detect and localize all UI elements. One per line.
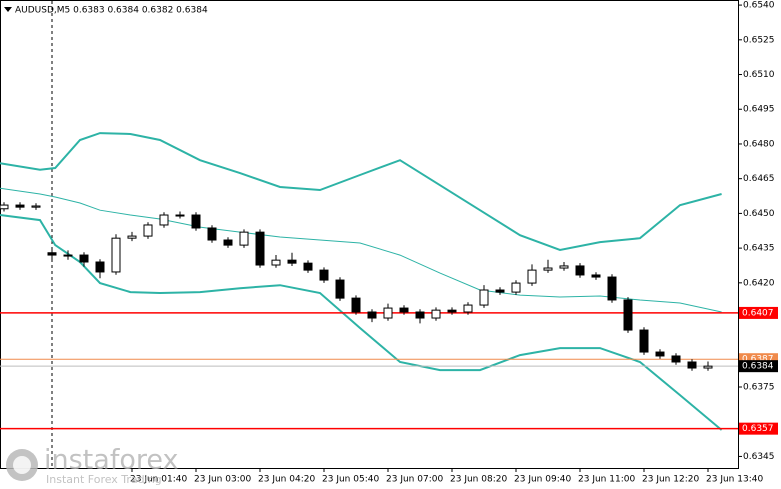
candle-body <box>15 204 25 208</box>
candle-body <box>47 252 57 256</box>
candle-body <box>511 282 521 293</box>
x-tick-label: 23 Jun 04:20 <box>258 475 315 485</box>
y-tick-label: 0.6450 <box>743 209 775 219</box>
candle-body <box>703 365 713 369</box>
x-tick-label: 23 Jun 01:40 <box>130 475 187 485</box>
y-tick-label: 0.6480 <box>743 139 775 149</box>
candle-body <box>351 297 361 313</box>
candle-body <box>175 214 185 217</box>
candle-body <box>559 265 569 269</box>
candle-body <box>271 259 281 266</box>
candle-body <box>543 267 553 271</box>
candle-body <box>303 262 313 271</box>
watermark-logo-inner <box>13 456 31 474</box>
candle-body <box>127 235 137 239</box>
x-tick-label: 23 Jun 09:40 <box>514 475 571 485</box>
x-tick-label: 23 Jun 05:40 <box>322 475 379 485</box>
candle-body <box>191 214 201 229</box>
candle-body <box>399 307 409 313</box>
x-tick-label: 23 Jun 13:40 <box>706 475 763 485</box>
x-tick-label: 23 Jun 08:20 <box>450 475 507 485</box>
price-level-label: 0.6407 <box>742 308 774 318</box>
candle-body <box>159 214 169 226</box>
watermark: instaforex Instant Forex Trading <box>6 445 178 486</box>
candle-body <box>655 351 665 357</box>
candle-body <box>143 224 153 237</box>
candle-body <box>255 231 265 266</box>
plot-frame <box>0 0 739 469</box>
candle-body <box>687 361 697 369</box>
candle-body <box>431 309 441 319</box>
price-level-label: 0.6384 <box>742 362 774 372</box>
y-tick-label: 0.6525 <box>743 35 775 45</box>
x-tick-label: 23 Jun 03:00 <box>194 475 251 485</box>
candle-body <box>287 259 297 264</box>
candle-body <box>383 307 393 319</box>
candle-body <box>95 261 105 273</box>
y-tick-label: 0.6435 <box>743 244 775 254</box>
candle-body <box>335 279 345 299</box>
price-level-tag <box>739 422 778 435</box>
candle-body <box>639 329 649 353</box>
candle-body <box>79 254 89 263</box>
candle-body <box>31 205 41 208</box>
candle-body <box>367 311 377 319</box>
candle-body <box>111 237 121 273</box>
candle-body <box>63 254 73 257</box>
candle-body <box>591 274 601 278</box>
y-tick-label: 0.6495 <box>743 105 775 115</box>
candle-body <box>575 265 585 276</box>
y-tick-label: 0.6375 <box>743 382 775 392</box>
candle-body <box>479 289 489 306</box>
candle-body <box>527 269 537 284</box>
candle-body <box>415 311 425 319</box>
bollinger-band <box>0 132 722 252</box>
bollinger-band <box>0 187 722 313</box>
x-tick-label: 23 Jun 07:00 <box>386 475 443 485</box>
price-level-tag <box>739 360 778 373</box>
chart-title: AUDUSD,M5 0.6383 0.6384 0.6382 0.6384 <box>15 6 208 16</box>
candle-body <box>607 276 617 301</box>
candle-body <box>495 289 505 293</box>
x-tick-label: 23 Jun 11:00 <box>578 475 635 485</box>
y-tick-label: 0.6540 <box>743 1 775 11</box>
price-level-tag <box>739 306 778 319</box>
watermark-name: instaforex <box>44 445 178 476</box>
candle-body <box>447 309 457 313</box>
candle-body <box>223 239 233 246</box>
candle-body <box>623 299 633 331</box>
x-tick-label: 23 Jun 12:20 <box>642 475 699 485</box>
price-level-label: 0.6357 <box>742 424 774 434</box>
y-tick-label: 0.6510 <box>743 70 775 80</box>
candle-body <box>671 355 681 363</box>
candle-body <box>207 227 217 241</box>
watermark-tagline: Instant Forex Trading <box>46 473 162 486</box>
candle-body <box>239 231 249 246</box>
candle-body <box>0 204 9 210</box>
candle-body <box>463 304 473 313</box>
title-arrow <box>4 7 12 12</box>
y-tick-label: 0.6465 <box>743 174 775 184</box>
price-level-label: 0.6387 <box>742 355 774 365</box>
y-tick-label: 0.6420 <box>743 278 775 288</box>
bollinger-band <box>0 214 723 431</box>
candle-body <box>319 269 329 281</box>
y-tick-label: 0.6345 <box>743 452 775 462</box>
